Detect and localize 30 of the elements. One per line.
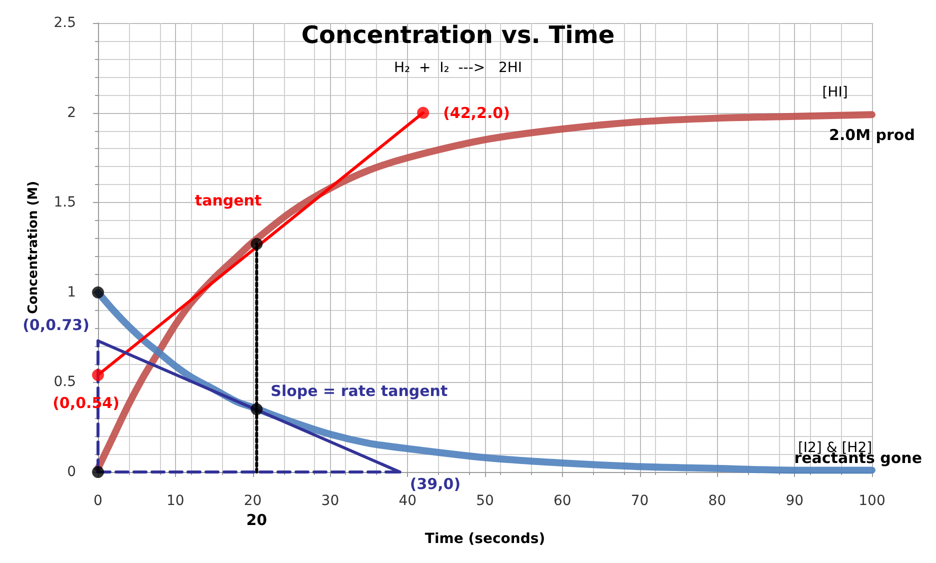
y-axis-title: Concentration (M)	[26, 180, 41, 314]
annotation: tangent	[194, 192, 262, 210]
y-tick-label: 2	[67, 104, 76, 121]
x-tick-label: 90	[786, 493, 804, 509]
x-tick-label: 10	[166, 493, 184, 509]
y-tick-label: 0	[67, 464, 76, 480]
x-tick-label: 100	[858, 493, 886, 509]
y-tick-label: 1.5	[54, 194, 76, 211]
x-tick-label: 40	[398, 493, 417, 509]
y-tick-label: 2.5	[54, 15, 76, 31]
x-tick-label: 50	[476, 493, 494, 509]
x-tick-label: 20	[244, 493, 262, 509]
annotation: 2.0M prod	[829, 126, 915, 144]
annotation: (0,0.54)	[52, 394, 120, 412]
text: H₂ + I₂ ---> 2HI	[394, 60, 522, 76]
x-tick-label: 0	[94, 493, 102, 509]
annotation: (42,2.0)	[443, 104, 510, 122]
annotation: Slope = rate tangent	[270, 382, 448, 400]
x-tick-label: 70	[630, 493, 649, 509]
y-tick-label: 0.5	[54, 374, 76, 390]
x-tick-label: 80	[708, 493, 726, 509]
annotation: (0,0.73)	[22, 316, 90, 334]
x-tick-label: 30	[321, 493, 340, 509]
x-tick-label: 60	[553, 493, 572, 509]
x-axis-title: Time (seconds)	[424, 531, 546, 547]
annotation: (39,0)	[410, 475, 461, 493]
annotation: 20	[246, 511, 268, 529]
series-label: [HI]	[822, 84, 848, 101]
y-tick-label: 1	[67, 284, 76, 300]
chart-title: Concentration vs. Time	[301, 21, 615, 49]
